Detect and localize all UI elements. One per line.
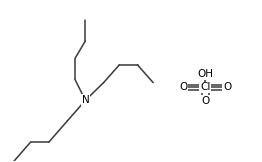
Text: O: O [201,96,209,106]
Text: OH: OH [197,69,213,79]
Text: N: N [81,95,89,105]
Text: Cl: Cl [200,82,210,93]
Text: O: O [223,82,232,93]
Text: O: O [179,82,187,93]
